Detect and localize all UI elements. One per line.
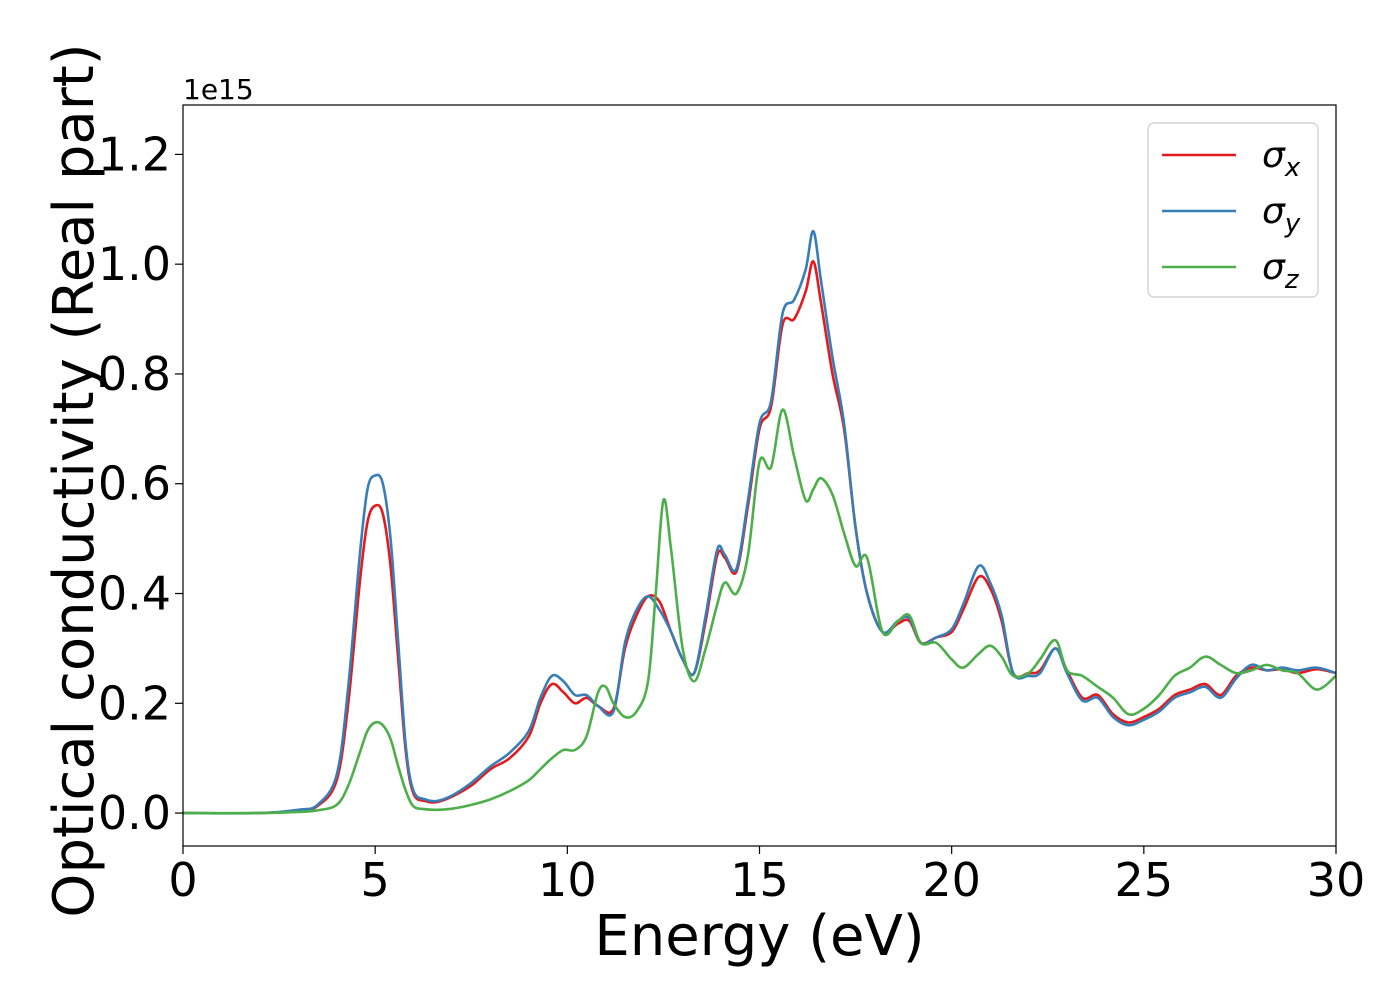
series-layer xyxy=(183,229,1336,815)
series-line-y xyxy=(183,229,1336,815)
x-axis-label: Energy (eV) xyxy=(594,904,924,969)
x-tick-label: 10 xyxy=(538,853,597,907)
y-tick-label: 0.0 xyxy=(98,786,171,840)
y-axis-label: Optical conductivity (Real part) xyxy=(42,43,107,917)
x-tick-label: 5 xyxy=(361,853,390,907)
y-tick-label: 0.8 xyxy=(98,347,171,401)
x-tick-label: 15 xyxy=(730,853,789,907)
y-axis-offset-label: 1e15 xyxy=(183,73,254,106)
x-tick-label: 0 xyxy=(168,853,197,907)
y-axis-ticks: 0.0 0.2 0.4 0.6 0.8 1.0 1.2 xyxy=(98,127,183,840)
series-line-z xyxy=(183,408,1336,815)
x-tick-label: 25 xyxy=(1115,853,1174,907)
y-tick-label: 0.6 xyxy=(98,457,171,511)
x-tick-label: 20 xyxy=(922,853,981,907)
y-tick-label: 0.2 xyxy=(98,676,171,730)
legend-label-y: σy xyxy=(1262,191,1301,239)
x-axis-ticks: 0 5 10 15 20 25 30 xyxy=(168,846,1365,907)
x-tick-label: 30 xyxy=(1307,853,1366,907)
legend: σx σy σz xyxy=(1147,122,1319,298)
y-tick-label: 1.0 xyxy=(98,237,171,291)
y-tick-label: 1.2 xyxy=(98,127,171,181)
legend-label-x: σx xyxy=(1262,135,1301,183)
legend-label-z: σz xyxy=(1262,247,1300,295)
y-tick-label: 0.4 xyxy=(98,567,171,621)
